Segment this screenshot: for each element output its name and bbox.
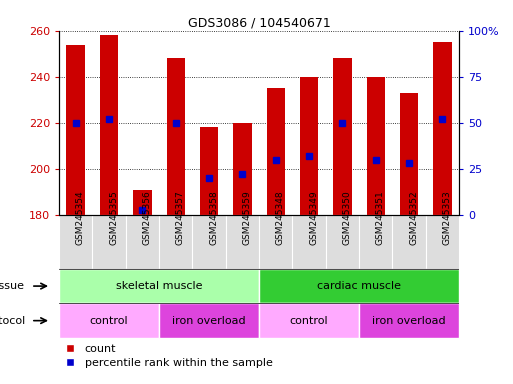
Text: GSM245353: GSM245353 xyxy=(442,190,451,245)
Bar xyxy=(392,215,426,269)
Bar xyxy=(400,93,418,215)
Text: skeletal muscle: skeletal muscle xyxy=(116,281,202,291)
Text: GSM245350: GSM245350 xyxy=(343,190,351,245)
Bar xyxy=(67,45,85,215)
Bar xyxy=(259,269,459,303)
Bar xyxy=(192,215,226,269)
Bar xyxy=(226,215,259,269)
Text: iron overload: iron overload xyxy=(372,316,446,326)
Bar xyxy=(359,303,459,338)
Text: control: control xyxy=(90,316,128,326)
Bar xyxy=(267,88,285,215)
Text: GSM245356: GSM245356 xyxy=(143,190,151,245)
Bar xyxy=(359,215,392,269)
Bar xyxy=(92,215,126,269)
Bar xyxy=(100,35,118,215)
Text: tissue: tissue xyxy=(0,281,25,291)
Bar xyxy=(59,303,159,338)
Bar xyxy=(59,269,259,303)
Text: GSM245357: GSM245357 xyxy=(175,190,185,245)
Bar xyxy=(259,215,292,269)
Bar xyxy=(233,123,251,215)
Bar xyxy=(159,303,259,338)
Text: GSM245358: GSM245358 xyxy=(209,190,218,245)
Bar xyxy=(59,215,92,269)
Text: GSM245355: GSM245355 xyxy=(109,190,118,245)
Text: cardiac muscle: cardiac muscle xyxy=(317,281,401,291)
Bar xyxy=(159,215,192,269)
Text: GSM245349: GSM245349 xyxy=(309,190,318,245)
Text: GSM245354: GSM245354 xyxy=(76,190,85,245)
Bar xyxy=(200,127,218,215)
Text: GSM245348: GSM245348 xyxy=(276,190,285,245)
Text: GSM245359: GSM245359 xyxy=(242,190,251,245)
Legend: count, percentile rank within the sample: count, percentile rank within the sample xyxy=(65,343,272,368)
Bar xyxy=(426,215,459,269)
Bar xyxy=(367,77,385,215)
Title: GDS3086 / 104540671: GDS3086 / 104540671 xyxy=(188,17,330,30)
Bar xyxy=(133,190,151,215)
Bar xyxy=(167,58,185,215)
Bar xyxy=(433,42,451,215)
Bar xyxy=(292,215,326,269)
Bar xyxy=(333,58,351,215)
Bar xyxy=(259,303,359,338)
Bar xyxy=(126,215,159,269)
Text: iron overload: iron overload xyxy=(172,316,246,326)
Text: GSM245351: GSM245351 xyxy=(376,190,385,245)
Text: protocol: protocol xyxy=(0,316,25,326)
Bar xyxy=(326,215,359,269)
Text: GSM245352: GSM245352 xyxy=(409,190,418,245)
Text: control: control xyxy=(290,316,328,326)
Bar xyxy=(300,77,318,215)
